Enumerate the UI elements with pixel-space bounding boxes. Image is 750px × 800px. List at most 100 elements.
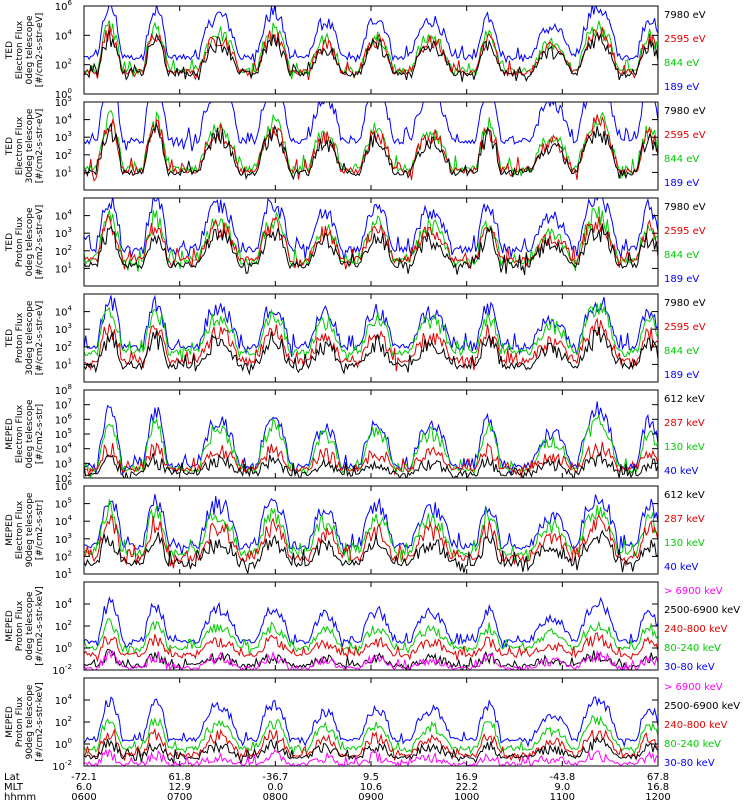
- legend-entry: 2500-6900 keV: [664, 605, 740, 616]
- y-tick-label: 104: [55, 597, 73, 611]
- panel-6: 101 102 103 104 105 106 MEPED Electron Flux 90de…: [5, 479, 705, 581]
- y-tick-label: 102: [55, 244, 72, 258]
- y-tick-label: 10-2: [52, 759, 72, 773]
- legend-entry: 2595 eV: [664, 322, 706, 333]
- legend-entry: 2595 eV: [664, 34, 706, 45]
- series-line-844-ev: [84, 302, 658, 362]
- y-tick-label: 102: [55, 148, 72, 162]
- panel-5-series: [84, 401, 658, 478]
- x-axis-row-label: hhmm: [4, 792, 36, 800]
- x-tick-label-hhmm: 0600: [71, 792, 96, 800]
- y-axis-label: MEPED Electron Flux 90deg telescope [#/cm2-…: [5, 492, 45, 567]
- y-tick-label: 106: [55, 412, 73, 426]
- y-axis-label: TED Electron Flux 0deg telescope [#/cm2-s-s…: [5, 13, 45, 88]
- y-tick-label: 106: [55, 0, 73, 13]
- panel-4: 101 102 103 104 TED Proton Flux 30deg telescop…: [5, 293, 706, 383]
- legend-entry: 287 keV: [664, 514, 705, 525]
- x-tick-label-mlt: 16.8: [647, 782, 669, 793]
- panel-2-series: [84, 102, 658, 182]
- y-tick-label: 101: [55, 357, 72, 371]
- legend-entry: 2500-6900 keV: [664, 701, 740, 712]
- y-tick-label: 104: [55, 693, 73, 707]
- y-axis-label: TED Proton Flux 0deg telescope [#/cm2-s-str…: [5, 205, 45, 280]
- y-tick-label: 104: [55, 514, 73, 528]
- x-tick-label-lat: -36.7: [262, 772, 288, 783]
- y-tick-label: 101: [55, 165, 72, 179]
- y-tick-label: 102: [55, 340, 72, 354]
- x-axis-row-label: Lat: [4, 772, 20, 783]
- y-axis-label-line: 0deg telescope: [25, 207, 35, 277]
- series-line-40-kev: [84, 494, 658, 556]
- series-line-7980-ev: [84, 29, 658, 82]
- y-axis-label-line: TED: [5, 41, 15, 60]
- panel-3-series: [84, 198, 658, 276]
- x-tick-label-lat: -43.8: [549, 772, 575, 783]
- series-line-130-kev: [84, 498, 658, 563]
- y-tick-label: 104: [55, 28, 73, 42]
- panel-2: 101 102 103 104 105 TED Electron Flux 30deg tel…: [5, 95, 706, 191]
- legend-entry: 2595 eV: [664, 130, 706, 141]
- y-axis-label-line: Electron Flux: [15, 20, 25, 79]
- legend-entry: 7980 eV: [664, 298, 706, 309]
- y-tick-label: 103: [55, 456, 72, 470]
- y-axis-label-line: Proton Flux: [15, 216, 25, 267]
- legend-entry: 40 keV: [664, 466, 698, 477]
- series-line-612-kev: [84, 450, 658, 478]
- panel-6-series: [84, 494, 658, 574]
- x-tick-label-lat: 16.9: [456, 772, 478, 783]
- legend-entry: 80-240 keV: [664, 739, 721, 750]
- y-tick-label: 106: [55, 479, 73, 493]
- y-axis-label-line: 30deg telescope: [25, 300, 35, 375]
- legend-entry: > 6900 keV: [664, 682, 723, 693]
- series-line-80-240-kev: [84, 617, 658, 655]
- y-axis-label-line: Electron Flux: [15, 500, 25, 559]
- legend-entry: 287 keV: [664, 418, 705, 429]
- panel-frame: [83, 581, 659, 671]
- series-line-844-ev: [84, 109, 658, 179]
- panel-7: 10-2 100 102 104 MEPED Proton Flux 0deg telesc…: [5, 581, 740, 677]
- series-line-130-kev: [84, 414, 658, 478]
- y-axis-label: TED Electron Flux 30deg telescope [#/cm2-s-…: [5, 108, 45, 183]
- y-tick-label: 102: [55, 549, 72, 563]
- y-tick-label: 103: [55, 226, 72, 240]
- legend-entry: 40 keV: [664, 562, 698, 573]
- series-line-287-kev: [84, 513, 658, 569]
- y-axis-label: MEPED Electron Flux 0deg telescope [#/cm2-s…: [5, 399, 45, 469]
- legend-entry: 130 keV: [664, 442, 705, 453]
- y-axis-label-line: 0deg telescope: [25, 15, 35, 85]
- y-axis-label-line: Electron Flux: [15, 404, 25, 463]
- x-tick-label-mlt: 10.6: [360, 782, 382, 793]
- series-line-30-80-kev: [84, 596, 658, 649]
- x-tick-label-mlt: 6.0: [76, 782, 92, 793]
- x-axis-row-label: MLT: [4, 782, 24, 793]
- x-tick-label-lat: 9.5: [363, 772, 379, 783]
- y-axis-label-line: [#/cm2-s-str-eV]: [35, 109, 45, 184]
- series-line-189-ev: [84, 294, 658, 358]
- y-tick-label: 102: [55, 715, 72, 729]
- panel-8-series: [84, 696, 658, 766]
- y-axis-label-line: MEPED: [5, 706, 15, 738]
- series-line-612-kev: [84, 529, 658, 574]
- y-tick-label: 108: [55, 383, 72, 397]
- legend-entry: 189 eV: [664, 178, 699, 189]
- x-axis-layer: LatMLThhmm2025 Feb 27-72.16.0060061.812.…: [4, 772, 671, 800]
- panel-8: 10-2 100 102 104 MEPED Proton Flux 90deg teles…: [5, 677, 740, 773]
- series-line-80-240-kev: [84, 714, 658, 755]
- y-axis-label-line: TED: [5, 329, 15, 348]
- panel-1-series: [84, 6, 658, 82]
- y-tick-label: 104: [55, 209, 73, 223]
- x-tick-label-hhmm: 1000: [454, 792, 479, 800]
- x-tick-label-hhmm: 0700: [167, 792, 192, 800]
- series-line-189-ev: [84, 198, 658, 260]
- y-tick-label: 103: [55, 532, 72, 546]
- y-axis-label-line: [#/cm2-s-str-keV]: [35, 586, 45, 665]
- legend-entry: 844 eV: [664, 58, 699, 69]
- y-tick-label: 105: [55, 497, 72, 511]
- y-axis-label: TED Proton Flux 30deg telescope [#/cm2-s-st…: [5, 300, 45, 375]
- y-tick-label: 101: [55, 261, 72, 275]
- y-tick-label: 103: [55, 130, 72, 144]
- y-tick-label: 104: [55, 305, 73, 319]
- legend-entry: 189 eV: [664, 274, 699, 285]
